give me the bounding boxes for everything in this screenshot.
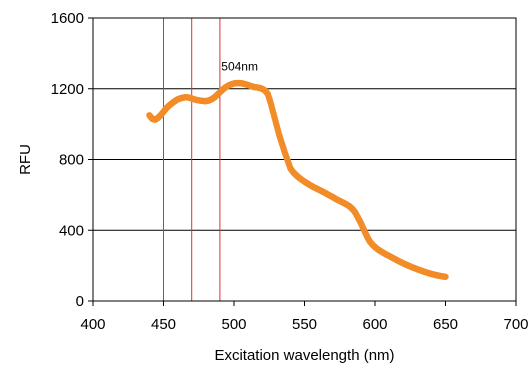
y-axis-ticks: 0 400 800 1200 1600 (51, 10, 93, 310)
x-tick-label: 650 (433, 316, 458, 333)
x-tick-label: 500 (221, 316, 246, 333)
x-tick-label: 600 (362, 316, 387, 333)
y-tick-label: 1200 (51, 81, 84, 98)
x-axis-title: Excitation wavelength (nm) (214, 347, 394, 364)
x-tick-label: 400 (80, 316, 105, 333)
y-tick-label: 400 (59, 222, 84, 239)
data-point (442, 273, 449, 280)
x-tick-label: 450 (151, 316, 176, 333)
y-tick-label: 0 (76, 293, 84, 310)
data-points (146, 79, 449, 280)
peak-annotation: 504nm (221, 60, 258, 74)
x-axis-ticks: 400 450 500 550 600 650 700 (80, 301, 529, 333)
y-tick-label: 1600 (51, 10, 84, 27)
x-tick-label: 550 (292, 316, 317, 333)
y-tick-label: 800 (59, 152, 84, 169)
y-axis-title: RFU (17, 144, 34, 175)
x-tick-label: 700 (503, 316, 528, 333)
reference-lines (163, 18, 221, 301)
gridlines (93, 17, 516, 302)
annotations: 504nm (221, 60, 258, 74)
